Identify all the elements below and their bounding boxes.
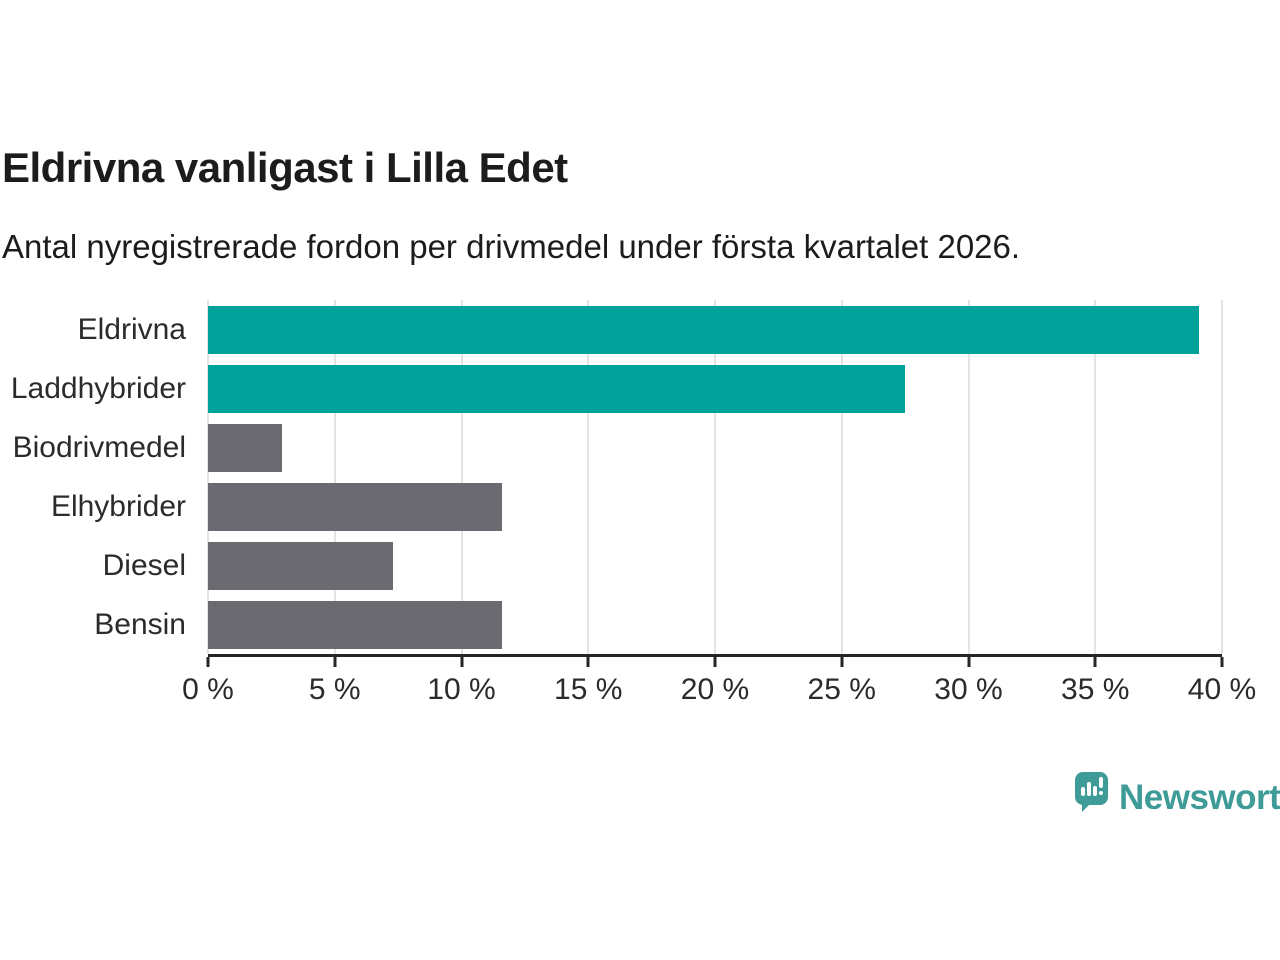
plot-area: 0 % 5 % 10 % 15 % 20 % 25 % 30 % 35 % 40 %: [182, 300, 1256, 706]
newsworthy-logo-icon: [1075, 772, 1108, 805]
logo-speech-tail: [1082, 803, 1091, 812]
gridline: [1221, 300, 1223, 654]
x-axis-tick: [460, 657, 463, 667]
bar-row: [208, 477, 1222, 536]
x-axis-tick-label: 0 %: [182, 673, 234, 706]
category-axis-labels: Eldrivna Laddhybrider Biodrivmedel Elhybrid…: [0, 300, 186, 654]
x-axis-tick-label: 25 %: [807, 673, 876, 706]
bar-elhybrider: [208, 482, 503, 531]
bar-eldrivna: [208, 305, 1200, 354]
x-axis-tick: [967, 657, 970, 667]
x-axis-tick: [586, 657, 590, 667]
x-axis-tick: [1220, 657, 1224, 667]
x-axis-tick-label: 10 %: [427, 673, 496, 706]
x-axis-tick-label: 15 %: [554, 673, 623, 706]
category-label: Elhybrider: [50, 489, 186, 523]
logo-exclamation-icon: [1099, 777, 1103, 788]
gridline: [333, 300, 336, 654]
newsworthy-wordmark: Newsworthy: [1119, 778, 1280, 817]
x-axis-tick-label: 20 %: [680, 673, 750, 706]
logo-bar-icon: [1093, 786, 1097, 796]
bar-row: [208, 418, 1222, 477]
bar-row: [208, 536, 1222, 595]
bar-row: [208, 300, 1222, 359]
bar-rows: [208, 300, 1222, 654]
x-axis-tick: [333, 657, 337, 667]
x-axis-tick: [206, 657, 210, 667]
gridline: [1094, 300, 1097, 654]
gridline: [207, 300, 209, 654]
gridline: [714, 300, 716, 654]
bar-row: [208, 595, 1222, 654]
gridline: [587, 300, 590, 654]
x-axis-tick-label: 40 %: [1187, 673, 1257, 706]
x-axis-tick-label: 5 %: [308, 673, 361, 706]
logo-bar-icon: [1081, 787, 1085, 796]
category-label: Bensin: [94, 607, 186, 641]
bar-biodrivmedel: [208, 423, 282, 472]
bar-laddhybrider: [208, 364, 906, 413]
x-axis-tick: [713, 657, 717, 667]
gridline: [460, 300, 463, 654]
x-axis-tick: [840, 657, 844, 667]
bar-bensin: [208, 600, 503, 649]
bar-diesel: [208, 541, 394, 590]
category-label: Diesel: [102, 548, 186, 582]
logo-bar-icon: [1087, 782, 1091, 796]
category-label: Eldrivna: [77, 312, 186, 346]
gridline: [840, 300, 843, 654]
x-axis-tick-label: 35 %: [1061, 673, 1130, 706]
x-axis-tick: [1093, 657, 1097, 667]
category-label: Laddhybrider: [10, 371, 186, 405]
bar-row: [208, 359, 1222, 418]
chart-subtitle: Antal nyregistrerade fordon per drivmede…: [2, 228, 1021, 265]
x-axis-tick-label: 30 %: [934, 673, 1003, 706]
chart-title: Eldrivna vanligast i Lilla Edet: [2, 144, 568, 191]
logo-exclamation-dot-icon: [1099, 791, 1103, 795]
gridline: [967, 300, 970, 654]
category-label: Biodrivmedel: [12, 430, 186, 464]
